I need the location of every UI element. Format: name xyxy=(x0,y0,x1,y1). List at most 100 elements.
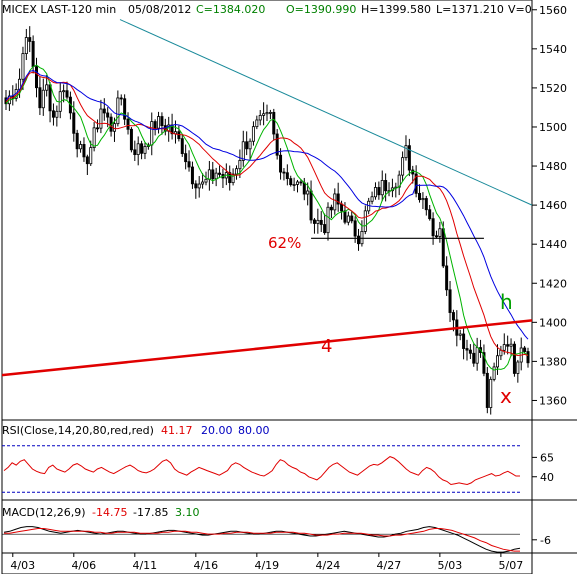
candle-body xyxy=(204,178,208,183)
candle-body xyxy=(187,161,191,168)
x-tick-label: 4/06 xyxy=(71,559,96,572)
candle-body xyxy=(126,118,130,130)
candle-body xyxy=(194,183,198,189)
candle-body xyxy=(360,231,364,245)
candle-body xyxy=(319,219,323,225)
candle-body xyxy=(377,187,381,196)
candle-body xyxy=(340,203,344,212)
candle-body xyxy=(370,196,374,202)
rsi-tick-label: 40 xyxy=(540,471,554,484)
candle-body xyxy=(228,172,232,184)
candle-body xyxy=(160,116,164,126)
candle-body xyxy=(214,172,218,180)
candle-body xyxy=(268,111,272,114)
candle-body xyxy=(441,228,445,267)
resistance-trendline xyxy=(119,19,533,206)
candle-body xyxy=(136,143,140,155)
candle-body xyxy=(102,108,106,114)
candle-body xyxy=(234,168,238,175)
candle-body xyxy=(62,90,66,93)
rsi-label: RSI(Close,14,20,80,red,red) xyxy=(2,424,154,437)
candle-body xyxy=(51,110,55,118)
rsi-line xyxy=(3,456,520,486)
candle-body xyxy=(292,184,296,186)
rsi-high-band: 80.00 xyxy=(238,424,270,437)
candle-body xyxy=(211,169,215,180)
candle-body xyxy=(31,41,35,68)
candle-body xyxy=(289,178,293,186)
candle-body xyxy=(275,133,279,156)
candle-body xyxy=(251,126,255,142)
candle-body xyxy=(28,37,32,42)
candle-body xyxy=(353,220,357,237)
candle-body xyxy=(72,112,76,134)
price-tick-label: 1480 xyxy=(539,160,567,173)
candle-body xyxy=(380,180,384,196)
candle-body xyxy=(373,187,377,198)
x-tick-label: 5/07 xyxy=(499,559,524,572)
candle-body xyxy=(85,156,89,165)
candle-body xyxy=(431,218,435,237)
candle-body xyxy=(272,111,276,135)
candle-body xyxy=(523,347,527,352)
price-tick-label: 1540 xyxy=(539,43,567,56)
candle-body xyxy=(150,121,154,146)
x-tick-label: 4/19 xyxy=(254,559,279,572)
price-tick-label: 1440 xyxy=(539,238,567,251)
candle-body xyxy=(506,344,510,347)
candle-body xyxy=(177,131,181,140)
candle-body xyxy=(502,344,506,351)
candle-body xyxy=(41,89,45,109)
candle-body xyxy=(231,173,235,184)
candle-body xyxy=(512,343,516,374)
candle-body xyxy=(201,181,205,185)
candle-body xyxy=(24,37,28,54)
annotation-wave4: 4 xyxy=(321,336,332,357)
ma-mid-line xyxy=(5,71,529,357)
candle-body xyxy=(509,343,513,347)
candle-body xyxy=(218,172,222,175)
candle-body xyxy=(495,355,499,368)
candle-body xyxy=(414,173,418,194)
x-tick-label: 4/16 xyxy=(193,559,218,572)
header-open: O=1390.990 xyxy=(286,3,356,16)
candle-body xyxy=(180,138,184,155)
candle-body xyxy=(302,182,306,195)
candle-body xyxy=(306,190,310,195)
candle-body xyxy=(197,183,201,189)
rsi-panel: 40 65 xyxy=(2,445,577,501)
candle-body xyxy=(343,210,347,223)
candle-body xyxy=(255,119,259,128)
candle-body xyxy=(329,206,333,211)
candle-body xyxy=(482,352,486,374)
header-low: L=1371.210 xyxy=(436,3,504,16)
candle-body xyxy=(407,145,411,171)
candle-body xyxy=(485,372,489,408)
macd-panel: -6 xyxy=(2,526,577,554)
candle-body xyxy=(285,172,289,179)
header-close: C=1384.020 xyxy=(196,3,265,16)
candle-body xyxy=(350,215,354,222)
candle-body xyxy=(421,198,425,201)
candle-body xyxy=(401,157,405,176)
candle-body xyxy=(106,112,110,118)
candle-body xyxy=(472,352,476,364)
macd-hist-value: 3.10 xyxy=(175,506,200,519)
candle-body xyxy=(123,98,127,120)
x-tick-label: 4/03 xyxy=(10,559,35,572)
candle-body xyxy=(475,347,479,364)
price-tick-label: 1500 xyxy=(539,121,567,134)
candle-body xyxy=(404,145,408,159)
candle-body xyxy=(428,209,432,220)
x-tick-label: 5/03 xyxy=(438,559,463,572)
price-tick-label: 1420 xyxy=(539,277,567,290)
candle-body xyxy=(323,224,327,234)
candle-body xyxy=(357,235,361,245)
candle-body xyxy=(48,84,52,112)
candle-body xyxy=(99,108,103,129)
candle-body xyxy=(153,121,157,129)
candle-body xyxy=(262,113,266,116)
candle-body xyxy=(21,53,25,80)
price-tick-label: 1520 xyxy=(539,82,567,95)
header-high: H=1399.580 xyxy=(361,3,431,16)
